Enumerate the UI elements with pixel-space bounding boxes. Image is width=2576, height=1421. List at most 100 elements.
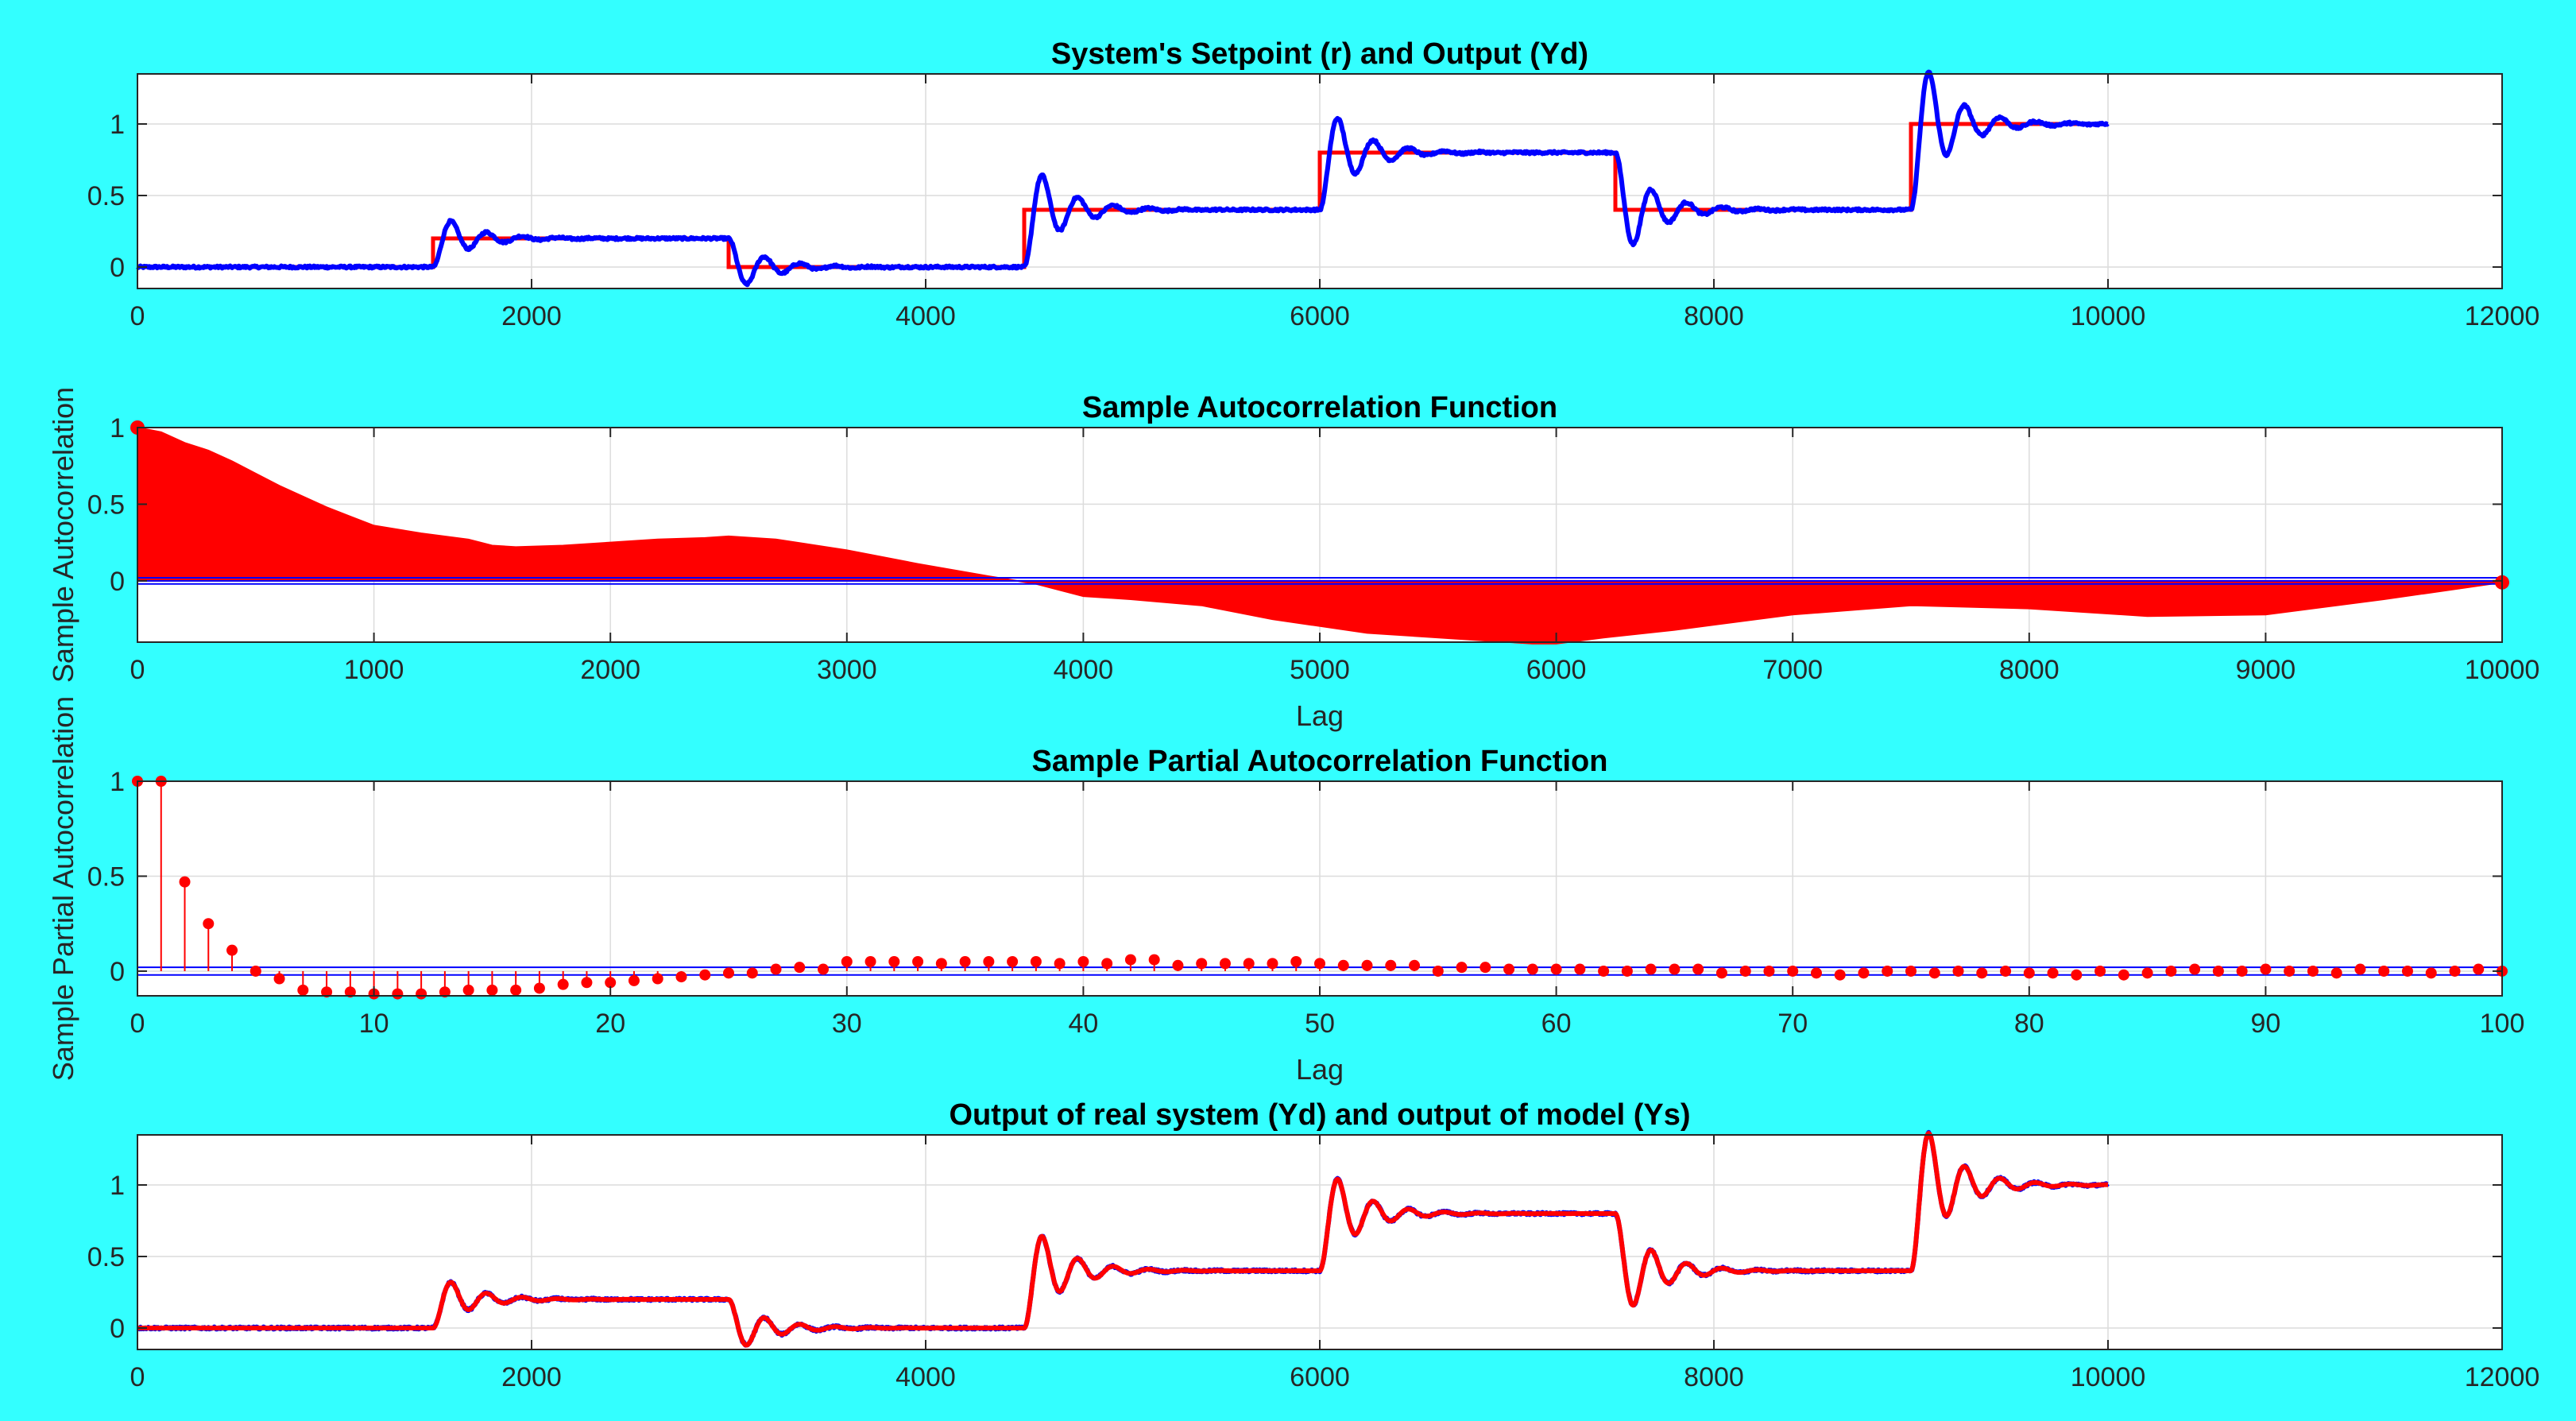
pacf-x-axis-label: Lag <box>1296 1053 1344 1086</box>
pacf-stem-marker <box>2212 965 2224 977</box>
pacf-stem-marker <box>1669 963 1681 975</box>
x-tick-label: 4000 <box>1054 655 1114 685</box>
x-tick-label: 50 <box>1305 1009 1335 1039</box>
x-tick-label: 10000 <box>2071 301 2146 331</box>
pacf-stem-marker <box>770 963 782 975</box>
x-tick-label: 12000 <box>2465 301 2540 331</box>
pacf-stem-marker <box>841 955 853 967</box>
pacf-stem-marker <box>1905 965 1917 977</box>
pacf-stem-marker <box>2284 965 2296 977</box>
pacf-stem-marker <box>1432 965 1444 977</box>
acf-chart-title: Sample Autocorrelation Function <box>1082 391 1557 424</box>
y-tick-label: 0 <box>110 253 125 283</box>
pacf-stem-marker <box>2000 965 2012 977</box>
model-chart-title: Output of real system (Yd) and output of… <box>949 1098 1690 1132</box>
pacf-stem-marker <box>273 973 285 985</box>
pacf-stem-marker <box>1621 965 1633 977</box>
pacf-stem-marker <box>1172 959 1184 971</box>
pacf-stem-marker <box>510 984 522 996</box>
pacf-stem-marker <box>888 955 900 967</box>
x-tick-label: 10000 <box>2465 655 2540 685</box>
setpoint-ticks: 0 2000 4000 6000 8000 10000 12000 0 0.5 1 <box>87 73 2540 331</box>
pacf-stem-marker <box>1267 958 1278 970</box>
pacf-stem-marker <box>1834 969 1846 981</box>
plot-frame <box>137 427 2503 643</box>
x-tick-label: 60 <box>1541 1009 1572 1039</box>
x-tick-label: 70 <box>1777 1009 1808 1039</box>
pacf-stem-marker <box>321 986 333 998</box>
x-tick-label: 100 <box>2480 1009 2525 1039</box>
pacf-stem-marker <box>746 967 758 979</box>
pacf-stem-marker <box>1054 958 1066 970</box>
pacf-stem-marker <box>1739 965 1751 977</box>
pacf-stem-marker <box>1007 955 1019 967</box>
pacf-stem-marker <box>818 963 830 975</box>
y-tick-label: 1 <box>110 767 125 797</box>
pacf-stem-marker <box>249 965 261 977</box>
y-tick-label: 0.5 <box>87 1242 125 1272</box>
pacf-stem-marker <box>1243 958 1255 970</box>
x-tick-label: 2000 <box>501 301 562 331</box>
model-grid <box>137 1135 2503 1349</box>
pacf-stem-marker <box>1030 955 1042 967</box>
pacf-stem-marker <box>2401 965 2413 977</box>
pacf-stem-marker <box>935 958 947 970</box>
pacf-stem-marker <box>2449 965 2461 977</box>
pacf-stem-marker <box>1409 959 1421 971</box>
pacf-stem-marker <box>1598 965 1610 977</box>
x-tick-label: 4000 <box>895 301 956 331</box>
setpoint-chart-title: System's Setpoint (r) and Output (Yd) <box>1051 37 1588 71</box>
panel-model: Output of real system (Yd) and output of… <box>87 1098 2540 1392</box>
pacf-stem-marker <box>203 918 215 930</box>
y-tick-label: 0 <box>110 957 125 987</box>
x-tick-label: 90 <box>2250 1009 2280 1039</box>
pacf-stem-marker <box>533 982 545 994</box>
panel-acf: Sample Autocorrelation Function 0 1000 200… <box>47 387 2539 732</box>
pacf-stem-marker <box>1077 955 1089 967</box>
x-tick-label: 0 <box>130 301 145 331</box>
acf-stems <box>130 420 2509 645</box>
x-tick-label: 2000 <box>580 655 640 685</box>
pacf-stem-marker <box>1290 955 1302 967</box>
pacf-stem-marker <box>605 977 617 989</box>
x-tick-label: 2000 <box>501 1362 562 1392</box>
plot-frame <box>137 1134 2503 1350</box>
pacf-stem-marker <box>699 969 711 981</box>
pacf-stem-marker <box>794 962 806 974</box>
pacf-stem-marker <box>2473 963 2485 975</box>
pacf-stem-marker <box>2330 967 2342 979</box>
pacf-stem-marker <box>439 986 451 998</box>
pacf-stem-marker <box>2307 965 2319 977</box>
x-tick-label: 9000 <box>2236 655 2296 685</box>
pacf-ticks: 0 10 20 30 40 50 60 70 80 90 100 0 0.5 1 <box>87 767 2525 1039</box>
pacf-stem-marker <box>486 984 498 996</box>
pacf-stem-marker <box>1858 967 1870 979</box>
pacf-stem-marker <box>226 944 238 956</box>
pacf-chart-title: Sample Partial Autocorrelation Function <box>1032 745 1608 778</box>
pacf-stem-marker <box>1787 965 1799 977</box>
x-tick-label: 6000 <box>1290 1362 1350 1392</box>
pacf-stem-marker <box>2023 967 2035 979</box>
pacf-stem-marker <box>1101 958 1113 970</box>
pacf-stem-marker <box>2378 965 2390 977</box>
pacf-stem-marker <box>2118 969 2129 981</box>
x-tick-label: 3000 <box>817 655 877 685</box>
pacf-stem-marker <box>1976 967 1988 979</box>
pacf-stem-marker <box>2354 963 2366 975</box>
y-tick-label: 0.5 <box>87 862 125 892</box>
pacf-stem-marker <box>1148 954 1160 966</box>
x-tick-label: 12000 <box>2465 1362 2540 1392</box>
pacf-stem-marker <box>297 984 309 996</box>
plot-frame <box>137 780 2503 997</box>
output-yd-line <box>136 69 2110 288</box>
pacf-stem-marker <box>959 955 971 967</box>
pacf-stem-marker <box>416 988 427 1000</box>
y-tick-label: 0 <box>110 1314 125 1344</box>
pacf-stem-marker <box>1952 965 1964 977</box>
pacf-stem-marker <box>1692 963 1704 975</box>
pacf-stem-marker <box>344 986 356 998</box>
pacf-stem-marker <box>1196 958 1208 970</box>
pacf-stem-marker <box>1124 954 1136 966</box>
model-output-ys-line <box>136 1131 2110 1348</box>
